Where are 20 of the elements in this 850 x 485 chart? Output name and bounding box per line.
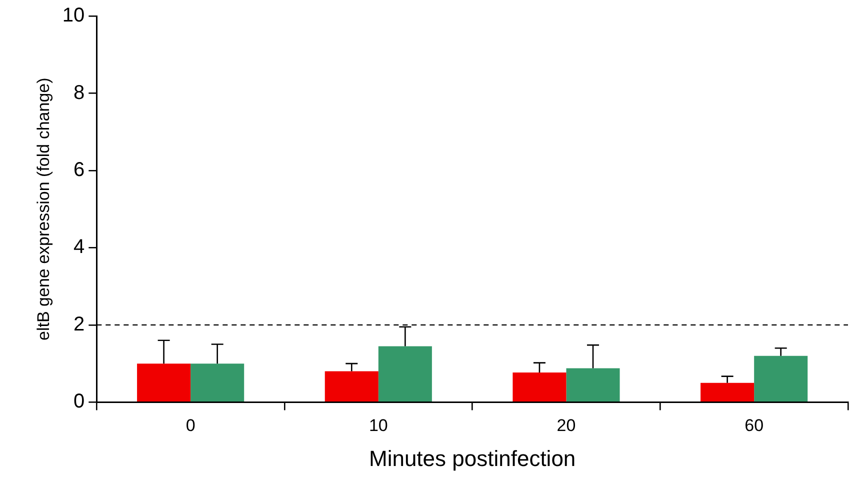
x-tick-label: 20	[556, 416, 576, 436]
bar	[324, 371, 378, 402]
y-axis-title: eltB gene expression (fold change)	[34, 78, 53, 340]
bar	[754, 356, 808, 402]
y-tick-label: 0	[74, 390, 85, 413]
bar	[512, 372, 566, 402]
x-tick-label: 0	[186, 416, 196, 436]
bar	[378, 346, 432, 402]
bar	[190, 364, 244, 402]
bar	[137, 364, 191, 402]
y-tick-label: 2	[74, 313, 85, 336]
x-tick-label: 60	[744, 416, 764, 436]
bar	[566, 368, 620, 402]
x-tick-label: 10	[368, 416, 388, 436]
y-tick-label: 4	[74, 236, 85, 258]
y-tick-label: 8	[74, 82, 85, 104]
y-tick-label: 6	[74, 158, 85, 181]
y-tick-label: 10	[62, 4, 85, 27]
x-axis-title: Minutes postinfection	[368, 446, 576, 471]
bar	[700, 382, 754, 402]
